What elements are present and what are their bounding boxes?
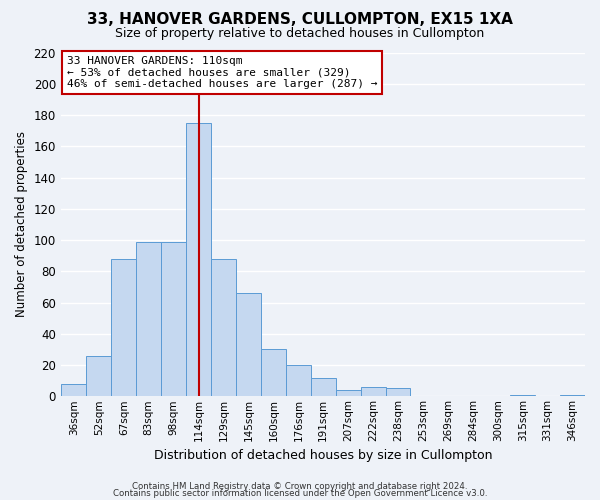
Bar (86, 356, 112, 397)
Bar (61, 384, 86, 396)
Bar (136, 242, 161, 396)
Bar (311, 378, 336, 396)
Text: 33 HANOVER GARDENS: 110sqm
← 53% of detached houses are smaller (329)
46% of sem: 33 HANOVER GARDENS: 110sqm ← 53% of deta… (67, 56, 377, 89)
Bar (236, 293, 261, 397)
X-axis label: Distribution of detached houses by size in Cullompton: Distribution of detached houses by size … (154, 450, 493, 462)
Bar (161, 242, 186, 396)
Bar (336, 390, 361, 396)
Text: 33, HANOVER GARDENS, CULLOMPTON, EX15 1XA: 33, HANOVER GARDENS, CULLOMPTON, EX15 1X… (87, 12, 513, 28)
Bar (560, 394, 585, 396)
Bar (510, 394, 535, 396)
Bar (211, 259, 236, 396)
Bar (386, 388, 410, 396)
Bar (186, 123, 211, 396)
Bar (112, 259, 136, 396)
Bar (286, 365, 311, 396)
Text: Contains HM Land Registry data © Crown copyright and database right 2024.: Contains HM Land Registry data © Crown c… (132, 482, 468, 491)
Text: Size of property relative to detached houses in Cullompton: Size of property relative to detached ho… (115, 28, 485, 40)
Bar (261, 350, 286, 397)
Y-axis label: Number of detached properties: Number of detached properties (15, 132, 28, 318)
Text: Contains public sector information licensed under the Open Government Licence v3: Contains public sector information licen… (113, 489, 487, 498)
Bar (361, 387, 386, 396)
